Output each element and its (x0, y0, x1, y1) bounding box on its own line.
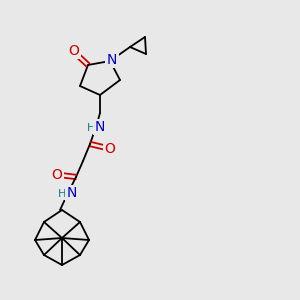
Text: N: N (95, 120, 105, 134)
Text: O: O (52, 168, 62, 182)
Text: O: O (69, 44, 80, 58)
Text: N: N (107, 53, 117, 67)
Text: N: N (67, 186, 77, 200)
Text: O: O (105, 142, 116, 156)
Text: H: H (87, 123, 95, 133)
Text: H: H (58, 189, 66, 199)
